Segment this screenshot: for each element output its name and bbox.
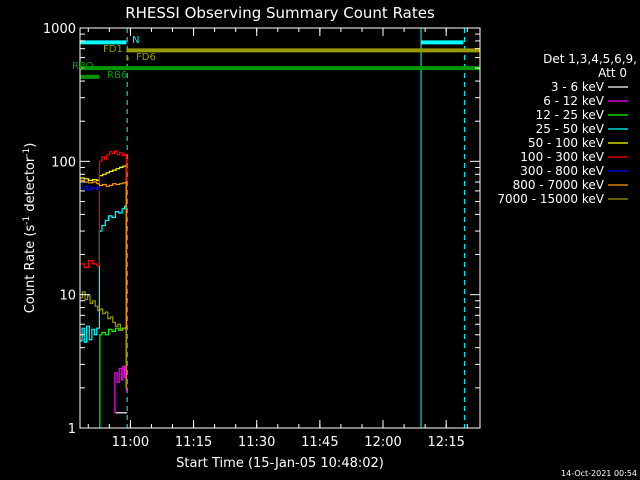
- axes: [79, 27, 481, 429]
- plot-frame: [79, 27, 481, 429]
- y-tick-label-1: 10: [59, 289, 76, 304]
- x-tick-label-2: 11:30: [238, 435, 275, 450]
- legend-label-4: 50 - 100 keV: [528, 136, 605, 150]
- series-line-8: [80, 291, 128, 389]
- legend-label-2: 12 - 25 keV: [536, 108, 605, 122]
- series-line-3: [80, 204, 128, 389]
- flag-label-rb6: RB6: [107, 70, 127, 81]
- x-tick-label-3: 11:45: [301, 435, 338, 450]
- x-tick-label-0: 11:00: [112, 435, 149, 450]
- flag-label-fd1: FD1: [103, 44, 123, 55]
- footer-date: 14-Oct-2021 00:54: [561, 469, 637, 478]
- y-tick-label-0: 1: [68, 422, 76, 437]
- flag-label-n: N: [132, 35, 139, 46]
- y-tick-label-3: 1000: [43, 22, 76, 37]
- plot-content: [80, 28, 480, 429]
- x-tick-label-4: 12:00: [364, 435, 401, 450]
- legend-header-line2: Att 0: [598, 66, 627, 80]
- y-tick-label-2: 100: [51, 155, 76, 170]
- chart-title: RHESSI Observing Summary Count Rates: [125, 4, 435, 22]
- x-tick-label-5: 12:15: [427, 435, 464, 450]
- series-line-6: [80, 185, 100, 191]
- legend-label-1: 6 - 12 keV: [543, 94, 605, 108]
- series-line-7: [80, 179, 128, 389]
- flag-label-rbo: RBO: [72, 61, 94, 72]
- legend-label-3: 25 - 50 keV: [536, 122, 605, 136]
- x-tick-label-1: 11:15: [175, 435, 212, 450]
- y-axis-label: Count Rate (s-1 detector-1): [22, 143, 38, 314]
- flag-labels: N FD1 FD6 RBO RB6: [72, 35, 156, 81]
- legend-label-8: 7000 - 15000 keV: [497, 192, 604, 206]
- legend-header-line1: Det 1,3,4,5,6,9,: [543, 52, 637, 66]
- series-line-4: [80, 164, 127, 388]
- legend-label-0: 3 - 6 keV: [551, 80, 605, 94]
- legend-label-5: 100 - 300 keV: [520, 150, 604, 164]
- flag-label-fd6: FD6: [136, 52, 156, 63]
- legend-label-6: 300 - 800 keV: [520, 164, 604, 178]
- x-ticks: 11:00 11:15 11:30 11:45 12:00 12:15: [87, 28, 468, 450]
- series-line-5: [80, 150, 127, 388]
- y-ticks: 1 10 100 1000: [43, 22, 480, 437]
- series-line-1: [113, 365, 128, 414]
- legend-label-7: 800 - 7000 keV: [513, 178, 605, 192]
- x-axis-label: Start Time (15-Jan-05 10:48:02): [176, 456, 384, 471]
